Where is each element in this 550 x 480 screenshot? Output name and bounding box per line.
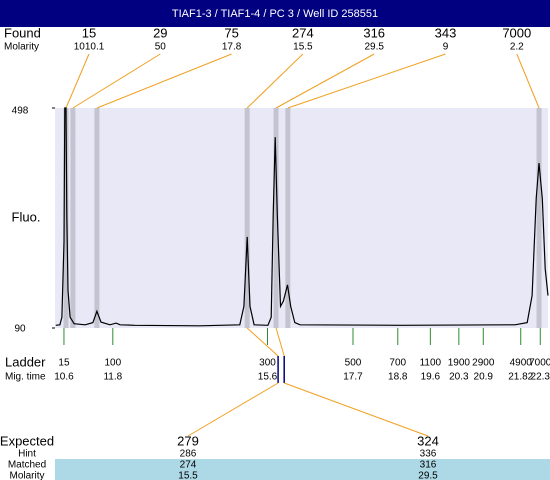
mig-time-label: Mig. time — [5, 372, 46, 383]
expected-row-label: Matched — [8, 460, 46, 471]
y-tick-label: 498 — [12, 106, 29, 117]
title: TIAF1-3 / TIAF1-4 / PC 3 / Well ID 25855… — [172, 8, 378, 20]
found-size: 7000 — [502, 25, 531, 40]
ladder-size: 1100 — [420, 358, 442, 369]
expected-row-label: Hint — [18, 449, 36, 460]
found-molarity: 9 — [443, 42, 449, 53]
matched-band — [55, 459, 550, 480]
ladder-mig-time: 17.7 — [343, 372, 363, 383]
found-molarity: 1010.1 — [74, 42, 105, 53]
ladder-mig-time: 10.6 — [54, 372, 74, 383]
ladder-mig-time: 19.6 — [421, 372, 441, 383]
peak-connector — [72, 53, 161, 109]
found-size: 29 — [153, 25, 167, 40]
ladder-size: 15 — [58, 358, 70, 369]
found-molarity: 17.8 — [222, 42, 242, 53]
found-size: 274 — [292, 25, 314, 40]
peak-connector — [65, 53, 90, 109]
ladder-size: 2900 — [472, 358, 495, 369]
expected-connector — [187, 382, 279, 437]
ladder-mig-time: 21.82 — [508, 372, 533, 383]
y-tick-label: 90 — [14, 324, 26, 335]
match-connector — [246, 327, 279, 357]
molarity-label: Molarity — [4, 42, 39, 53]
expected-molarity: 29.5 — [418, 471, 438, 480]
expected-connector — [284, 382, 429, 437]
peak-connector — [287, 53, 446, 109]
found-molarity: 15.5 — [293, 42, 313, 53]
ladder-size: 1900 — [448, 358, 471, 369]
found-size: 316 — [363, 25, 385, 40]
ladder-mig-time: 20.3 — [449, 372, 469, 383]
ladder-mig-time: 22.3 — [531, 372, 550, 383]
expected-hint: 286 — [180, 449, 197, 460]
peak-connector — [516, 53, 540, 109]
peak-connector — [96, 53, 232, 109]
ladder-mig-time: 11.8 — [103, 372, 122, 383]
expected-matched: 316 — [420, 460, 437, 471]
found-molarity: 29.5 — [364, 42, 384, 53]
found-label: Found — [4, 25, 41, 40]
peak-band — [70, 108, 76, 328]
found-size: 75 — [224, 25, 238, 40]
found-size: 343 — [435, 25, 457, 40]
ladder-size: 700 — [389, 358, 406, 369]
ladder-mig-time: 20.9 — [474, 372, 494, 383]
expected-hint: 336 — [420, 449, 437, 460]
plot-area — [55, 108, 548, 328]
peak-band — [273, 108, 279, 328]
peak-connector — [246, 53, 304, 109]
ladder-size: 4900 — [510, 358, 533, 369]
ladder-size: 300 — [259, 358, 276, 369]
ladder-size: 7000 — [529, 358, 550, 369]
peak-band — [536, 108, 542, 328]
expected-expected: 279 — [177, 433, 199, 448]
expected-row-label: Expected — [0, 433, 54, 448]
expected-matched: 274 — [180, 460, 197, 471]
expected-row-label: Molarity — [9, 471, 44, 480]
found-molarity: 2.2 — [510, 42, 524, 53]
peak-band — [94, 108, 100, 328]
trace — [55, 107, 549, 327]
y-axis-label: Fluo. — [12, 209, 41, 224]
expected-expected: 324 — [417, 433, 439, 448]
ladder-size: 100 — [104, 358, 121, 369]
expected-molarity: 15.5 — [178, 471, 198, 480]
title-bar — [0, 0, 550, 27]
peak-band — [244, 108, 250, 328]
ladder-label: Ladder — [5, 354, 46, 369]
ladder-mig-time: 15.6 — [258, 372, 278, 383]
found-size: 15 — [82, 25, 96, 40]
peak-band — [285, 108, 291, 328]
ladder-size: 500 — [345, 358, 362, 369]
found-molarity: 50 — [155, 42, 167, 53]
match-connector — [275, 327, 285, 357]
ladder-mig-time: 18.8 — [388, 372, 408, 383]
peak-connector — [275, 53, 375, 109]
peak-band — [63, 108, 69, 328]
